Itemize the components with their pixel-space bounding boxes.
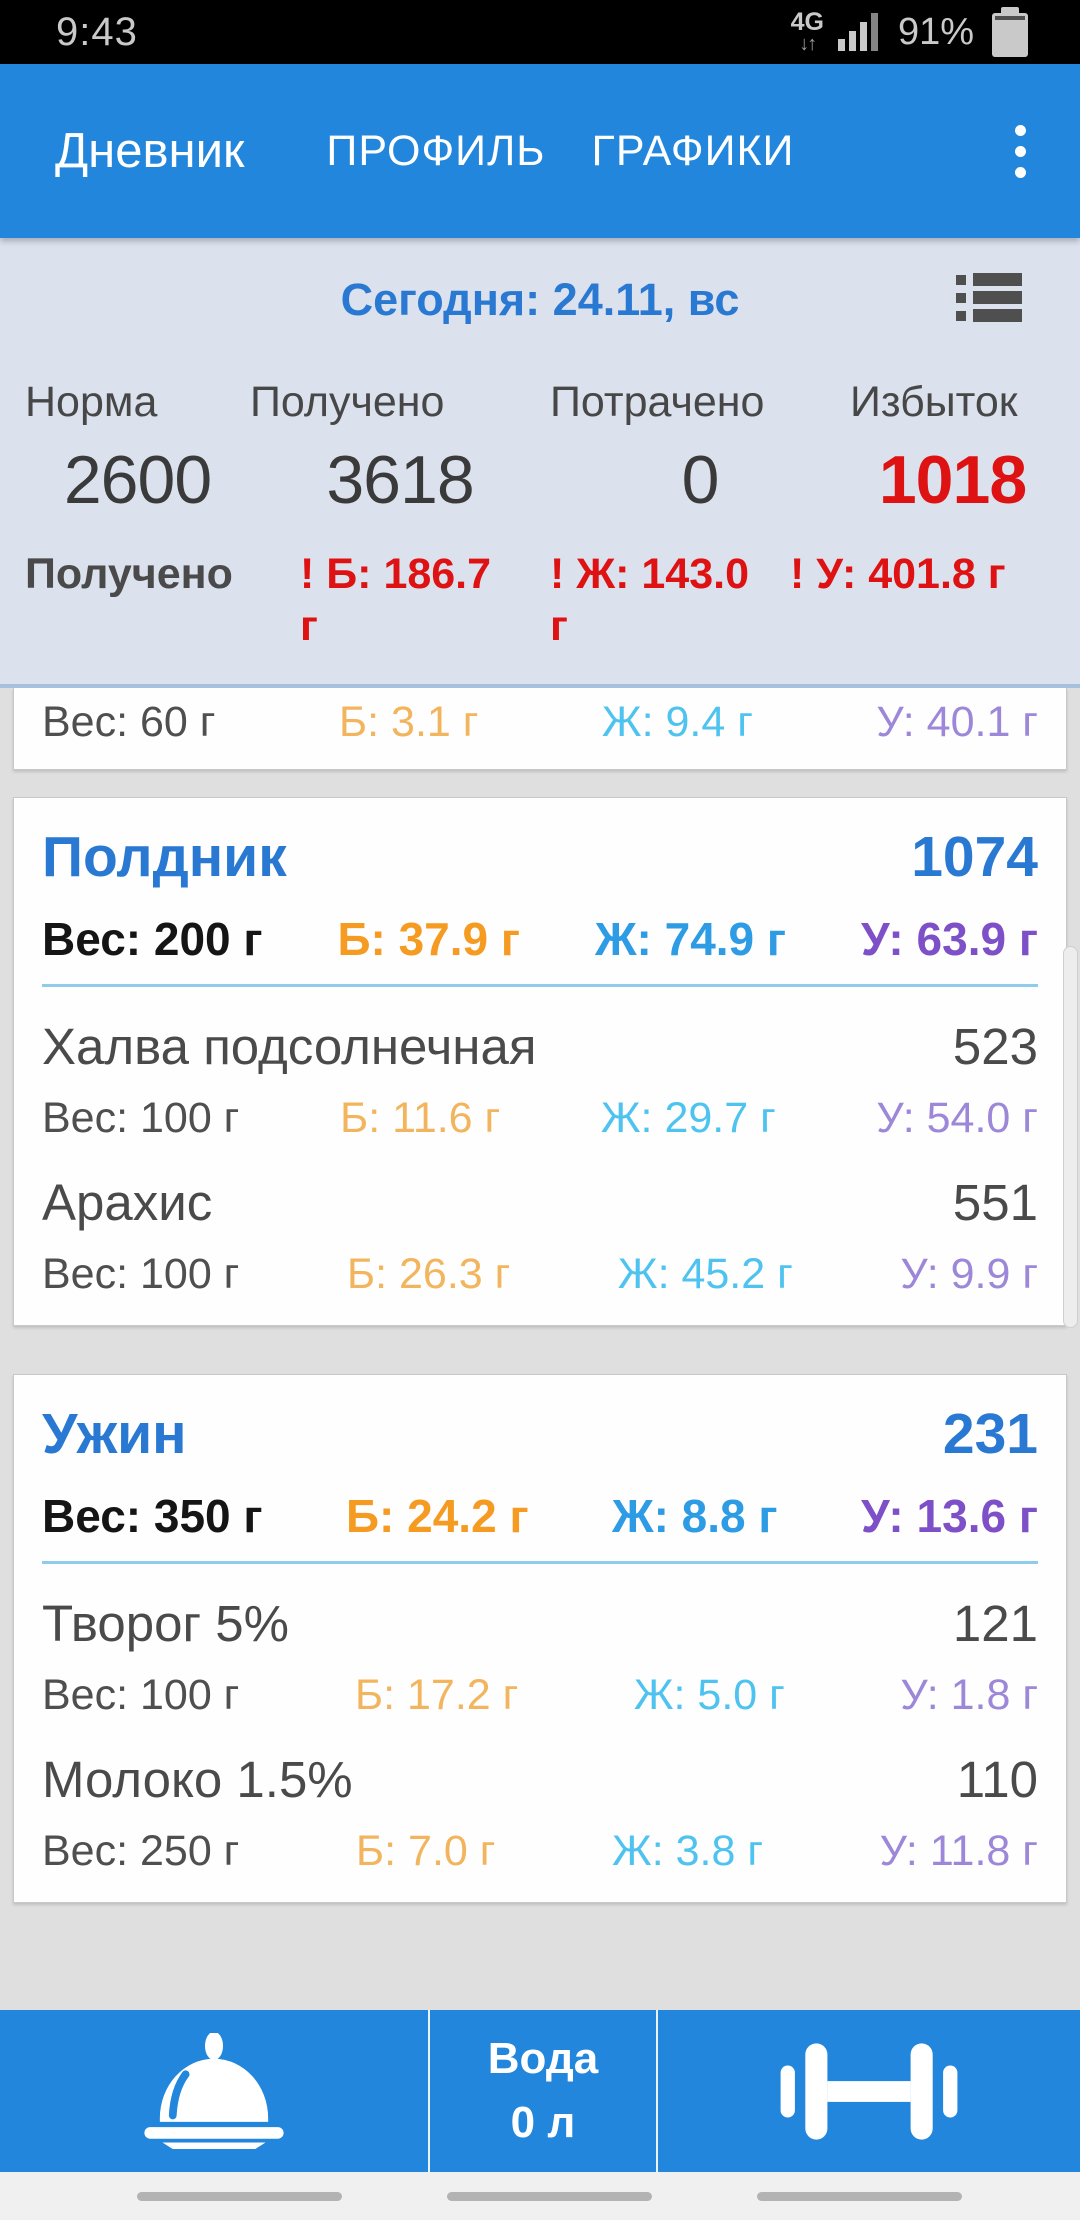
food-macros-row: Вес: 100 г Б: 11.6 г Ж: 29.7 г У: 54.0 г	[42, 1094, 1038, 1143]
food-macros-row: Вес: 250 г Б: 7.0 г Ж: 3.8 г У: 11.8 г	[42, 1827, 1038, 1876]
food-macros-row: Вес: 60 г Б: 3.1 г Ж: 9.4 г У: 40.1 г	[42, 698, 1038, 747]
fat-total: ! Ж: 143.0 г	[550, 550, 750, 650]
received-macros-row: Получено ! Б: 186.7 г ! Ж: 143.0 г ! У: …	[25, 549, 1055, 652]
clock: 9:43	[56, 9, 138, 54]
protein-value: Б: 37.9 г	[337, 913, 521, 965]
date-selector[interactable]: Сегодня: 24.11, вс	[340, 274, 740, 325]
carb-value: У: 11.8 г	[879, 1827, 1038, 1875]
scrollbar-thumb[interactable]	[1063, 946, 1078, 1328]
food-name: Халва подсолнечная	[42, 1018, 537, 1075]
battery-icon	[992, 7, 1028, 57]
food-name: Молоко 1.5%	[42, 1751, 353, 1808]
water-value: 0 л	[510, 2098, 576, 2147]
carb-total: ! У: 401.8 г	[790, 550, 1006, 598]
bottom-toolbar: Вода 0 л	[0, 2010, 1080, 2172]
list-icon[interactable]	[956, 272, 1022, 324]
protein-total: ! Б: 186.7 г	[300, 550, 492, 650]
norm-value: 2600	[63, 442, 212, 518]
weight-value: Вес: 100 г	[42, 1671, 240, 1719]
weight-value: Вес: 60 г	[42, 698, 216, 746]
fat-value: Ж: 9.4 г	[601, 698, 753, 746]
meal-calories: 231	[942, 1402, 1038, 1466]
meal-card-dinner[interactable]: Ужин 231 Вес: 350 г Б: 24.2 г Ж: 8.8 г У…	[13, 1374, 1067, 1903]
meals-icon	[144, 2033, 284, 2149]
carb-value: У: 54.0 г	[876, 1094, 1038, 1142]
food-macros-row: Вес: 100 г Б: 26.3 г Ж: 45.2 г У: 9.9 г	[42, 1250, 1038, 1299]
meal-card-snack[interactable]: Полдник 1074 Вес: 200 г Б: 37.9 г Ж: 74.…	[13, 797, 1067, 1326]
meal-card-cutoff[interactable]: Вес: 60 г Б: 3.1 г Ж: 9.4 г У: 40.1 г	[13, 688, 1067, 770]
day-summary: Сегодня: 24.11, вс Норма Получено Потрач…	[0, 238, 1080, 688]
battery-percent: 91%	[897, 10, 974, 53]
weight-value: Вес: 350 г	[42, 1490, 263, 1542]
protein-value: Б: 3.1 г	[338, 698, 479, 746]
fat-value: Ж: 45.2 г	[617, 1250, 793, 1298]
exercise-button[interactable]	[658, 2010, 1080, 2172]
food-calories: 523	[952, 1018, 1038, 1075]
food-name: Творог 5%	[42, 1595, 290, 1652]
summary-values: 2600 3618 0 1018	[25, 441, 1055, 519]
received-label: Получено	[25, 550, 233, 598]
protein-value: Б: 17.2 г	[354, 1671, 519, 1719]
food-macros-row: Вес: 100 г Б: 17.2 г Ж: 5.0 г У: 1.8 г	[42, 1671, 1038, 1720]
fat-value: Ж: 5.0 г	[633, 1671, 785, 1719]
carb-value: У: 63.9 г	[860, 913, 1038, 965]
carb-value: У: 13.6 г	[860, 1490, 1038, 1542]
food-item[interactable]: Творог 5% 121 Вес: 100 г Б: 17.2 г Ж: 5.…	[42, 1594, 1038, 1720]
food-calories: 110	[956, 1751, 1038, 1808]
meals-button[interactable]	[0, 2010, 428, 2172]
weight-value: Вес: 100 г	[42, 1250, 240, 1298]
dumbbell-icon	[780, 2042, 958, 2140]
weight-value: Вес: 200 г	[42, 913, 263, 965]
meal-title: Ужин	[42, 1402, 187, 1466]
meal-title: Полдник	[42, 825, 287, 889]
nav-home-handle[interactable]	[447, 2192, 652, 2201]
weight-value: Вес: 100 г	[42, 1094, 240, 1142]
nav-back-handle[interactable]	[757, 2192, 962, 2201]
network-type-icon: 4G ↓↑	[790, 8, 824, 55]
col-norm: Норма	[25, 378, 158, 426]
protein-value: Б: 26.3 г	[346, 1250, 511, 1298]
signal-strength-icon	[837, 13, 878, 51]
food-calories: 121	[952, 1595, 1038, 1652]
col-received: Получено	[250, 378, 445, 426]
excess-value: 1018	[878, 442, 1027, 518]
gesture-nav-bar	[0, 2172, 1080, 2220]
meal-totals-row: Вес: 200 г Б: 37.9 г Ж: 74.9 г У: 63.9 г	[42, 912, 1038, 987]
meal-totals-row: Вес: 350 г Б: 24.2 г Ж: 8.8 г У: 13.6 г	[42, 1489, 1038, 1564]
app-bar: Дневник ПРОФИЛЬ ГРАФИКИ	[0, 64, 1080, 238]
protein-value: Б: 7.0 г	[355, 1827, 496, 1875]
tab-charts[interactable]: ГРАФИКИ	[591, 126, 795, 175]
food-item[interactable]: Арахис 551 Вес: 100 г Б: 26.3 г Ж: 45.2 …	[42, 1173, 1038, 1299]
overflow-menu-icon[interactable]	[990, 106, 1050, 196]
meal-calories: 1074	[911, 825, 1038, 889]
status-bar: 9:43 4G ↓↑ 91%	[0, 0, 1080, 64]
water-label: Вода	[487, 2034, 599, 2084]
tab-diary[interactable]: Дневник	[55, 124, 245, 178]
water-button[interactable]: Вода 0 л	[428, 2010, 658, 2172]
tab-profile[interactable]: ПРОФИЛЬ	[326, 126, 546, 175]
fat-value: Ж: 3.8 г	[612, 1827, 764, 1875]
food-name: Арахис	[42, 1174, 213, 1231]
carb-value: У: 9.9 г	[900, 1250, 1038, 1298]
fat-value: Ж: 74.9 г	[594, 913, 787, 965]
spent-value: 0	[681, 442, 720, 518]
fat-value: Ж: 8.8 г	[612, 1490, 778, 1542]
col-spent: Потрачено	[550, 378, 765, 426]
summary-headers: Норма Получено Потрачено Избыток	[25, 378, 1055, 427]
weight-value: Вес: 250 г	[42, 1827, 240, 1875]
meal-list[interactable]: Вес: 60 г Б: 3.1 г Ж: 9.4 г У: 40.1 г По…	[0, 688, 1080, 2010]
food-item[interactable]: Халва подсолнечная 523 Вес: 100 г Б: 11.…	[42, 1017, 1038, 1143]
carb-value: У: 1.8 г	[900, 1671, 1038, 1719]
food-calories: 551	[952, 1174, 1038, 1231]
carb-value: У: 40.1 г	[876, 698, 1038, 746]
col-excess: Избыток	[850, 378, 1018, 426]
received-value: 3618	[326, 442, 474, 518]
protein-value: Б: 24.2 г	[345, 1490, 529, 1542]
food-item[interactable]: Молоко 1.5% 110 Вес: 250 г Б: 7.0 г Ж: 3…	[42, 1750, 1038, 1876]
protein-value: Б: 11.6 г	[339, 1094, 501, 1142]
nav-recents-handle[interactable]	[137, 2192, 342, 2201]
fat-value: Ж: 29.7 г	[600, 1094, 776, 1142]
